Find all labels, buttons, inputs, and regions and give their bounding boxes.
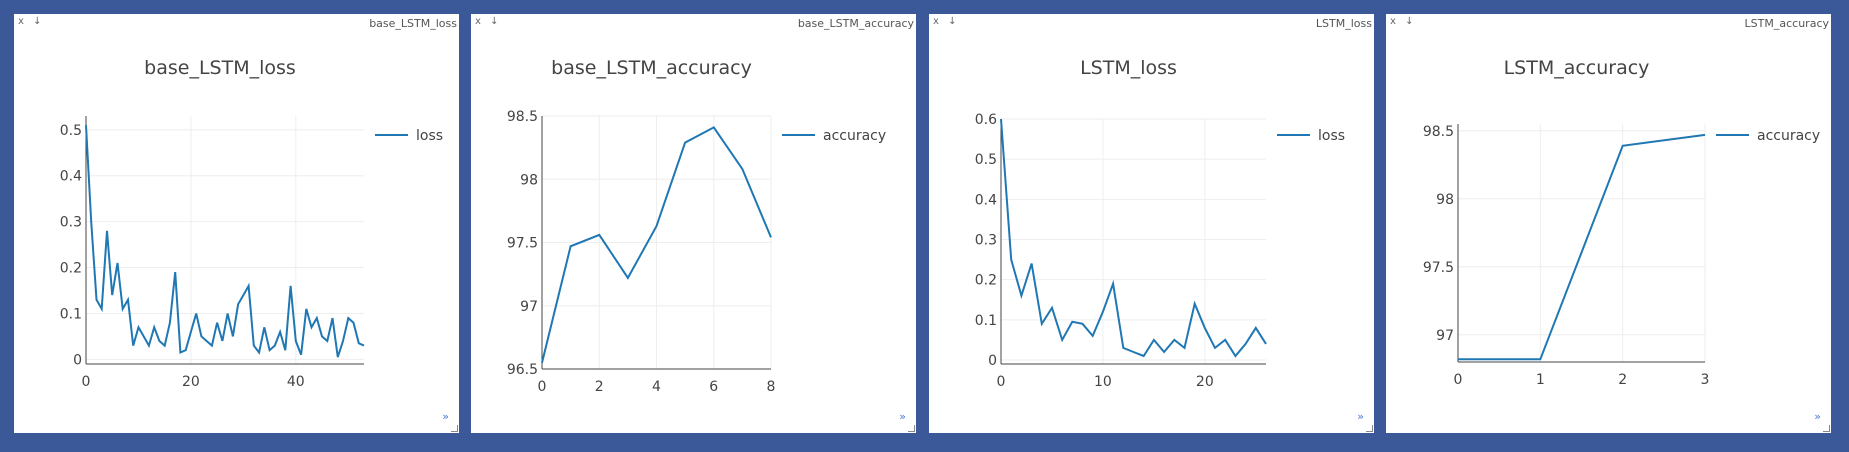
chart-panel: x ↓ base_LSTM_accuracy base_LSTM_accurac…	[471, 14, 916, 433]
y-tick-label: 0.6	[975, 112, 997, 128]
chart-svg: base_LSTM_loss 0 0.1 0.2 0.3 0.4 0.5 0 20 40 loss	[60, 57, 443, 390]
x-tick-label: 3	[1701, 372, 1710, 388]
x-tick-label: 20	[182, 374, 200, 390]
resize-handle[interactable]	[1823, 425, 1830, 432]
y-tick-label: 0.5	[60, 123, 82, 139]
y-tick-label: 98	[1436, 192, 1454, 208]
close-icon[interactable]: x	[18, 16, 27, 27]
y-tick-label: 97.5	[1423, 260, 1454, 276]
window-title: base_LSTM_loss	[369, 17, 457, 30]
legend-label: loss	[416, 128, 443, 144]
expand-icon[interactable]: »	[1814, 410, 1821, 423]
chart-title: base_LSTM_accuracy	[551, 57, 752, 79]
x-tick-label: 10	[1094, 374, 1112, 390]
x-tick-label: 20	[1196, 374, 1214, 390]
window-controls: x ↓	[18, 16, 45, 27]
y-tick-label: 0.2	[975, 273, 997, 289]
x-tick-label: 2	[595, 379, 604, 395]
legend-label: accuracy	[823, 128, 886, 144]
x-tick-label: 0	[538, 379, 547, 395]
close-icon[interactable]: x	[933, 16, 942, 27]
chart-title: LSTM_accuracy	[1504, 57, 1650, 79]
chart-svg: base_LSTM_accuracy 96.5 97 97.5 98 98.5 0 2 4 6 8 a…	[507, 57, 886, 395]
window-title: LSTM_accuracy	[1744, 17, 1829, 30]
y-tick-label: 98	[520, 172, 538, 188]
x-tick-label: 4	[652, 379, 661, 395]
series-line-loss	[85, 125, 365, 358]
expand-icon[interactable]: »	[442, 410, 449, 423]
window-controls: x ↓	[475, 16, 502, 27]
y-tick-label: 0	[988, 353, 997, 369]
chart-svg: LSTM_accuracy 97 97.5 98 98.5 0 1 2 3 accuracy	[1423, 57, 1820, 388]
y-tick-label: 0.3	[975, 232, 997, 248]
chart-panel: x ↓ LSTM_accuracy LSTM_accuracy 97 97.5 98 9…	[1386, 14, 1831, 433]
series-line-accuracy	[541, 126, 772, 363]
expand-icon[interactable]: »	[899, 410, 906, 423]
minimize-icon[interactable]: ↓	[948, 16, 960, 27]
x-tick-label: 0	[997, 374, 1006, 390]
minimize-icon[interactable]: ↓	[1405, 16, 1417, 27]
x-tick-label: 1	[1536, 372, 1545, 388]
legend-label: accuracy	[1757, 128, 1820, 144]
y-tick-label: 98.5	[1423, 124, 1454, 140]
resize-handle[interactable]	[908, 425, 915, 432]
y-tick-label: 97	[520, 299, 538, 315]
window-controls: x ↓	[1390, 16, 1417, 27]
y-tick-label: 98.5	[507, 109, 538, 125]
y-tick-label: 0.1	[975, 313, 997, 329]
window-controls: x ↓	[933, 16, 960, 27]
resize-handle[interactable]	[1366, 425, 1373, 432]
y-tick-label: 96.5	[507, 362, 538, 378]
x-tick-label: 2	[1618, 372, 1627, 388]
y-tick-label: 97.5	[507, 236, 538, 252]
x-tick-label: 8	[767, 379, 776, 395]
y-tick-label: 0.2	[60, 261, 82, 277]
x-tick-label: 6	[709, 379, 718, 395]
y-tick-label: 0	[73, 352, 82, 368]
expand-icon[interactable]: »	[1357, 410, 1364, 423]
chart-title: LSTM_loss	[1080, 57, 1177, 79]
y-tick-label: 0.4	[60, 169, 82, 185]
minimize-icon[interactable]: ↓	[33, 16, 45, 27]
resize-handle[interactable]	[451, 425, 458, 432]
y-tick-label: 97	[1436, 328, 1454, 344]
y-tick-label: 0.4	[975, 192, 997, 208]
series-line-loss	[1000, 118, 1267, 358]
x-tick-label: 40	[287, 374, 305, 390]
legend-label: loss	[1318, 128, 1345, 144]
series-line-accuracy	[1458, 133, 1706, 361]
window-title: base_LSTM_accuracy	[797, 17, 914, 30]
chart-panel: x ↓ base_LSTM_loss base_LSTM_loss 0 0.1 0.2…	[14, 14, 459, 433]
y-tick-label: 0.3	[60, 215, 82, 231]
close-icon[interactable]: x	[475, 16, 484, 27]
x-tick-label: 0	[82, 374, 91, 390]
window-title: LSTM_loss	[1315, 17, 1372, 30]
close-icon[interactable]: x	[1390, 16, 1399, 27]
y-tick-label: 0.1	[60, 306, 82, 322]
chart-title: base_LSTM_loss	[144, 57, 296, 79]
minimize-icon[interactable]: ↓	[490, 16, 502, 27]
y-tick-label: 0.5	[975, 152, 997, 168]
chart-panel: x ↓ LSTM_loss LSTM_loss 0 0.1 0.2 0.3 0.4 0.5 0…	[929, 14, 1374, 433]
chart-svg: LSTM_loss 0 0.1 0.2 0.3 0.4 0.5 0.6 0 10 20 loss	[975, 57, 1345, 390]
x-tick-label: 0	[1454, 372, 1463, 388]
